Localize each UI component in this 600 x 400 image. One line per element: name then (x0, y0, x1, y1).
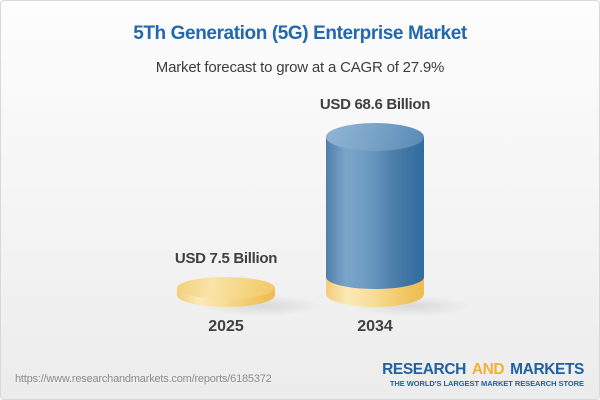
logo-tagline: THE WORLD'S LARGEST MARKET RESEARCH STOR… (389, 379, 584, 389)
value-label-2034: USD 68.6 Billion (319, 96, 431, 113)
cylinder-top-2034 (326, 123, 424, 151)
page-title: 5Th Generation (5G) Enterprise Market (133, 23, 467, 44)
year-label-2034: 2034 (357, 318, 393, 335)
cylinder-2034 (326, 137, 424, 289)
page-subtitle: Market forecast to grow at a CAGR of 27.… (155, 59, 445, 76)
research-and-markets-logo: RESEARCH AND MARKETS THE WORLD'S LARGEST… (382, 361, 584, 388)
logo-word-markets: MARKETS (510, 361, 584, 378)
value-label-2025: USD 7.5 Billion (174, 250, 278, 267)
logo-wordmark: RESEARCH AND MARKETS (382, 361, 584, 378)
logo-word-and: AND (471, 361, 505, 378)
year-label-2025: 2025 (208, 318, 244, 335)
cylinder-top-2025 (177, 277, 275, 299)
report-url: https://www.researchandmarkets.com/repor… (15, 373, 272, 385)
logo-word-research: RESEARCH (382, 361, 466, 378)
